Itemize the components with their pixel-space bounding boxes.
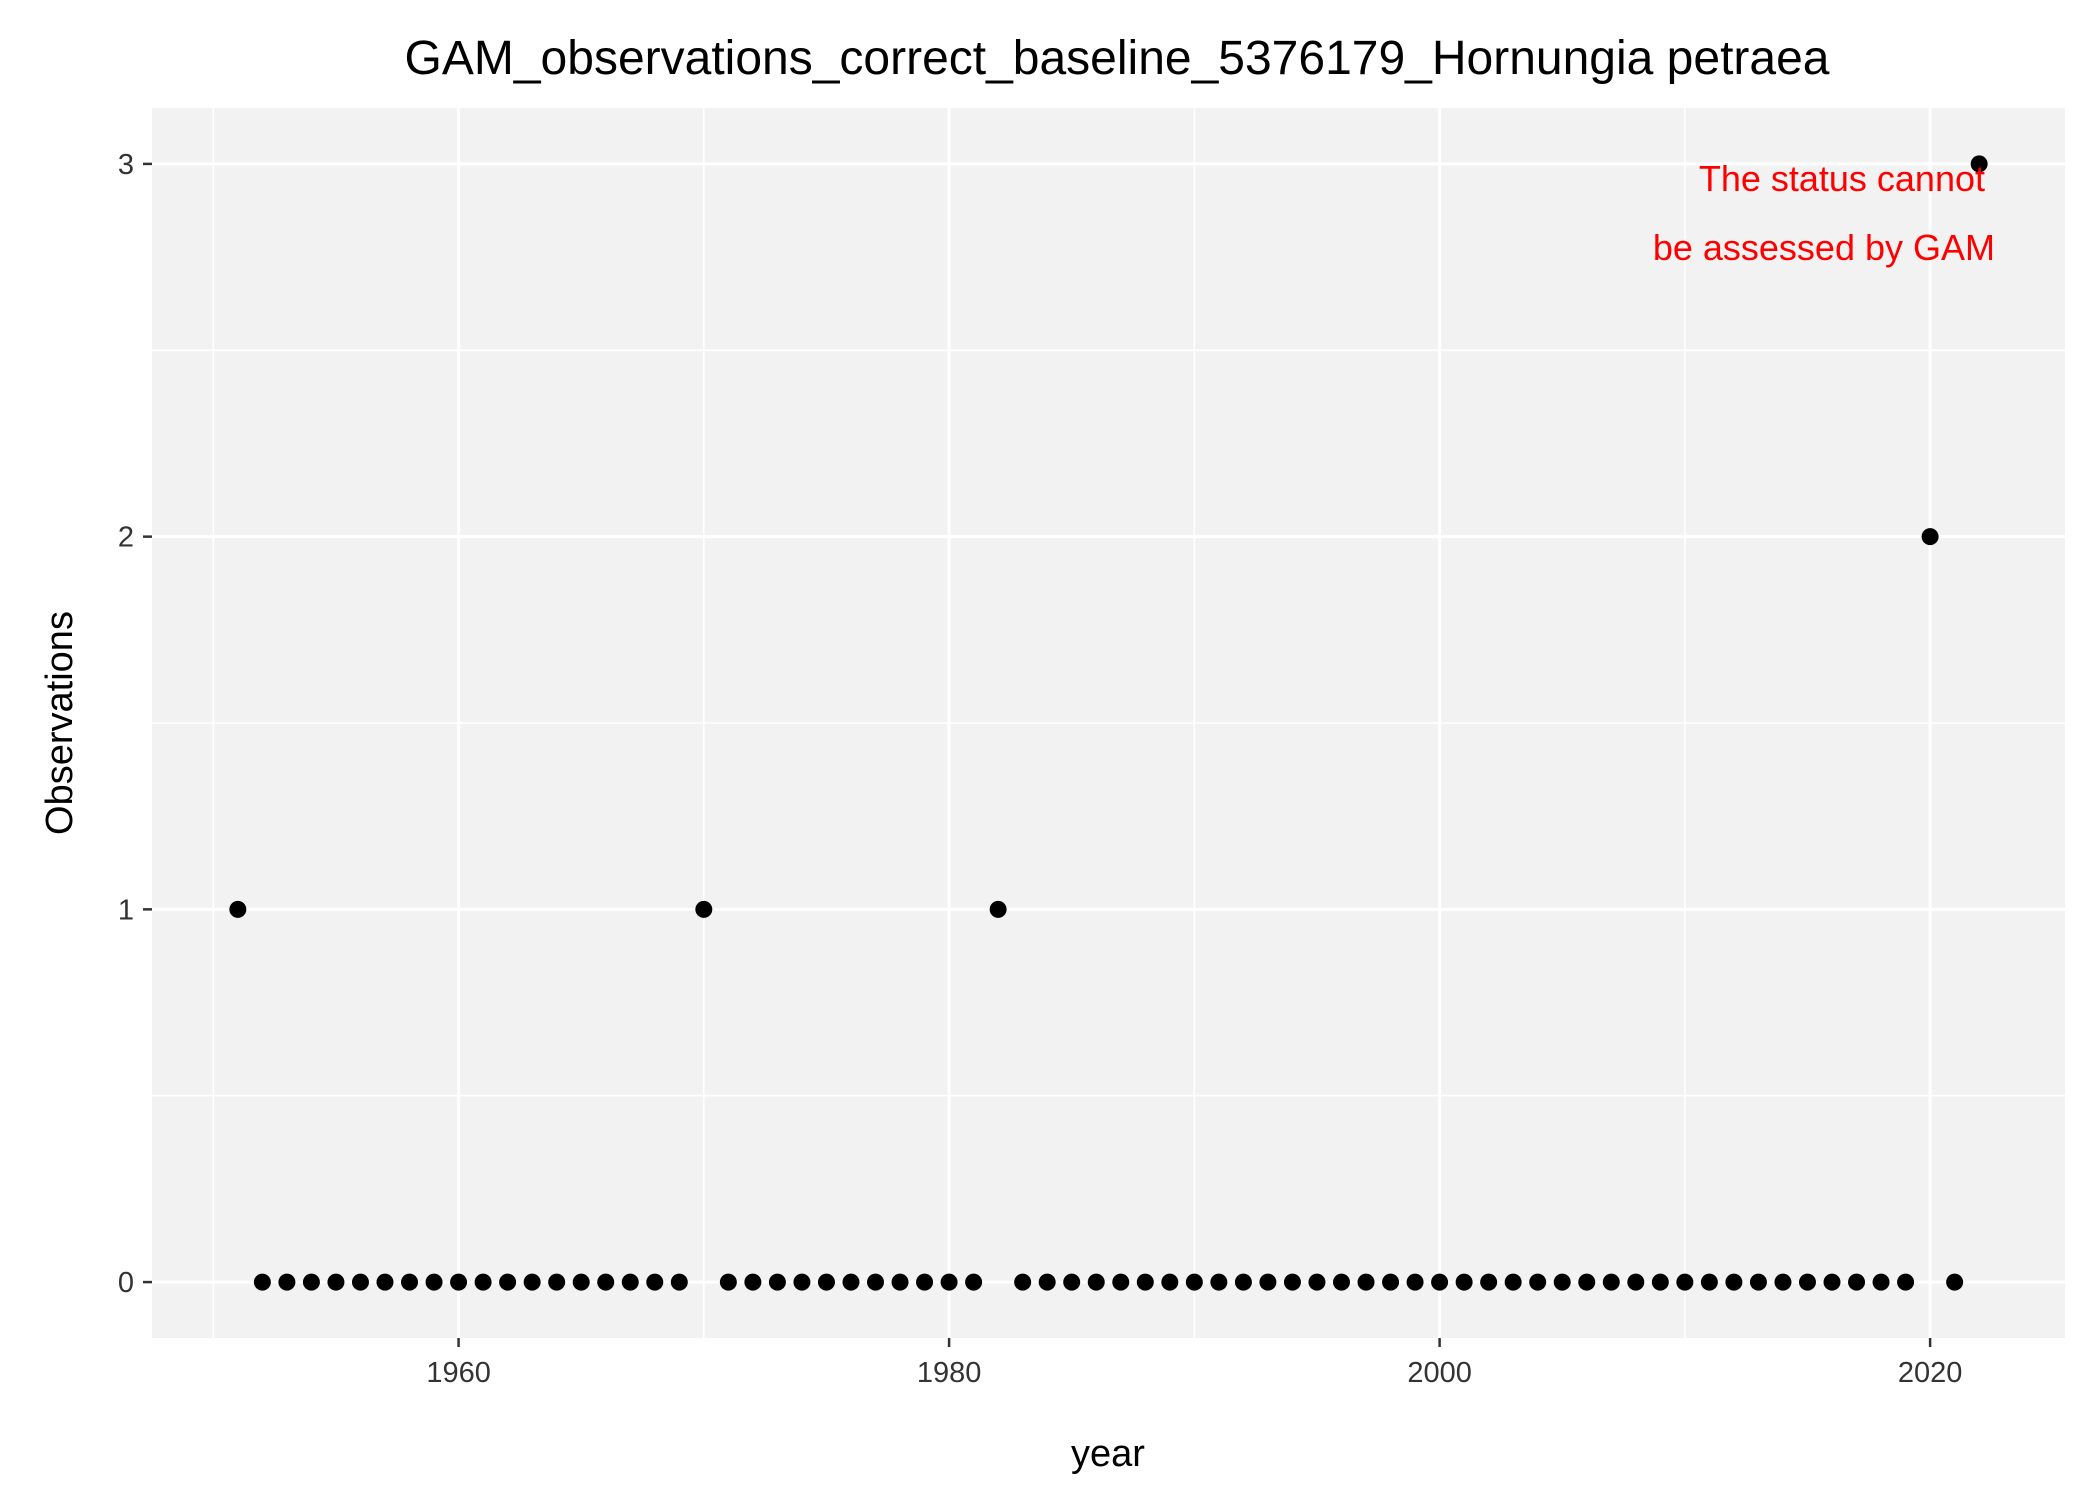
data-point [793,1273,811,1291]
data-point [302,1273,320,1291]
data-point [1210,1273,1228,1291]
data-point [327,1273,345,1291]
data-point [1651,1273,1669,1291]
data-point [523,1273,541,1291]
data-point [1063,1273,1081,1291]
data-point [768,1273,786,1291]
data-point [1161,1273,1179,1291]
data-point [1185,1273,1203,1291]
data-point [597,1273,615,1291]
data-point [474,1273,492,1291]
y-axis: 0 1 2 3 [118,149,152,1299]
data-point [1798,1273,1816,1291]
x-tick-label: 1980 [917,1357,982,1389]
data-point [1946,1273,1964,1291]
data-point [744,1273,762,1291]
data-point [1382,1273,1400,1291]
data-point [817,1273,835,1291]
data-point [1725,1273,1743,1291]
data-point [965,1273,983,1291]
data-point [1529,1273,1547,1291]
data-point [940,1273,958,1291]
chart-title: GAM_observations_correct_baseline_537617… [405,32,1830,85]
data-point [1308,1273,1326,1291]
data-point [1553,1273,1571,1291]
data-point [1897,1273,1915,1291]
data-point [842,1273,860,1291]
x-axis: 1960 1980 2000 2020 [426,1338,1962,1389]
minor-gridlines [152,108,2065,1338]
data-point [1848,1273,1866,1291]
data-point [401,1273,419,1291]
annotation-line-2: be assessed by GAM [1653,227,1995,268]
data-point [670,1273,688,1291]
data-point [1431,1273,1449,1291]
data-point [1823,1273,1841,1291]
x-tick-label: 2020 [1898,1357,1963,1389]
data-point [351,1273,369,1291]
y-tick-label: 0 [118,1267,134,1299]
data-point [499,1273,517,1291]
data-point [695,900,713,918]
data-point [989,900,1007,918]
data-point [621,1273,639,1291]
data-point [1627,1273,1645,1291]
data-point [1259,1273,1277,1291]
x-tick-label: 1960 [426,1357,491,1389]
data-point [1014,1273,1032,1291]
data-point [1357,1273,1375,1291]
data-point [1038,1273,1056,1291]
y-tick-label: 1 [118,894,134,926]
data-point [450,1273,468,1291]
data-point [1970,155,1988,173]
data-point [1774,1273,1792,1291]
data-point [1406,1273,1424,1291]
x-axis-label: year [1071,1433,1145,1475]
data-point [719,1273,737,1291]
y-tick-label: 3 [118,149,134,181]
data-point [1332,1273,1350,1291]
data-point [229,900,247,918]
data-point [376,1273,394,1291]
data-point [646,1273,664,1291]
data-point [1578,1273,1596,1291]
y-axis-label: Observations [39,611,81,835]
data-point [891,1273,909,1291]
data-point [1872,1273,1890,1291]
data-point [1749,1273,1767,1291]
data-point [1087,1273,1105,1291]
annotation-line-1: The status cannot [1699,158,1985,199]
data-point [916,1273,934,1291]
data-point [1112,1273,1130,1291]
data-point [253,1273,271,1291]
data-point [1455,1273,1473,1291]
data-point [548,1273,566,1291]
y-tick-label: 2 [118,522,134,554]
x-tick-label: 2000 [1407,1357,1472,1389]
data-point [1602,1273,1620,1291]
data-point [1234,1273,1252,1291]
data-point [1921,528,1939,546]
major-gridlines [152,108,2065,1338]
data-point [1136,1273,1154,1291]
data-point [1700,1273,1718,1291]
data-point [867,1273,885,1291]
data-point [278,1273,296,1291]
data-point [1504,1273,1522,1291]
data-points [229,155,1988,1291]
data-point [572,1273,590,1291]
data-point [1676,1273,1694,1291]
data-point [425,1273,443,1291]
data-point [1480,1273,1498,1291]
data-point [1283,1273,1301,1291]
